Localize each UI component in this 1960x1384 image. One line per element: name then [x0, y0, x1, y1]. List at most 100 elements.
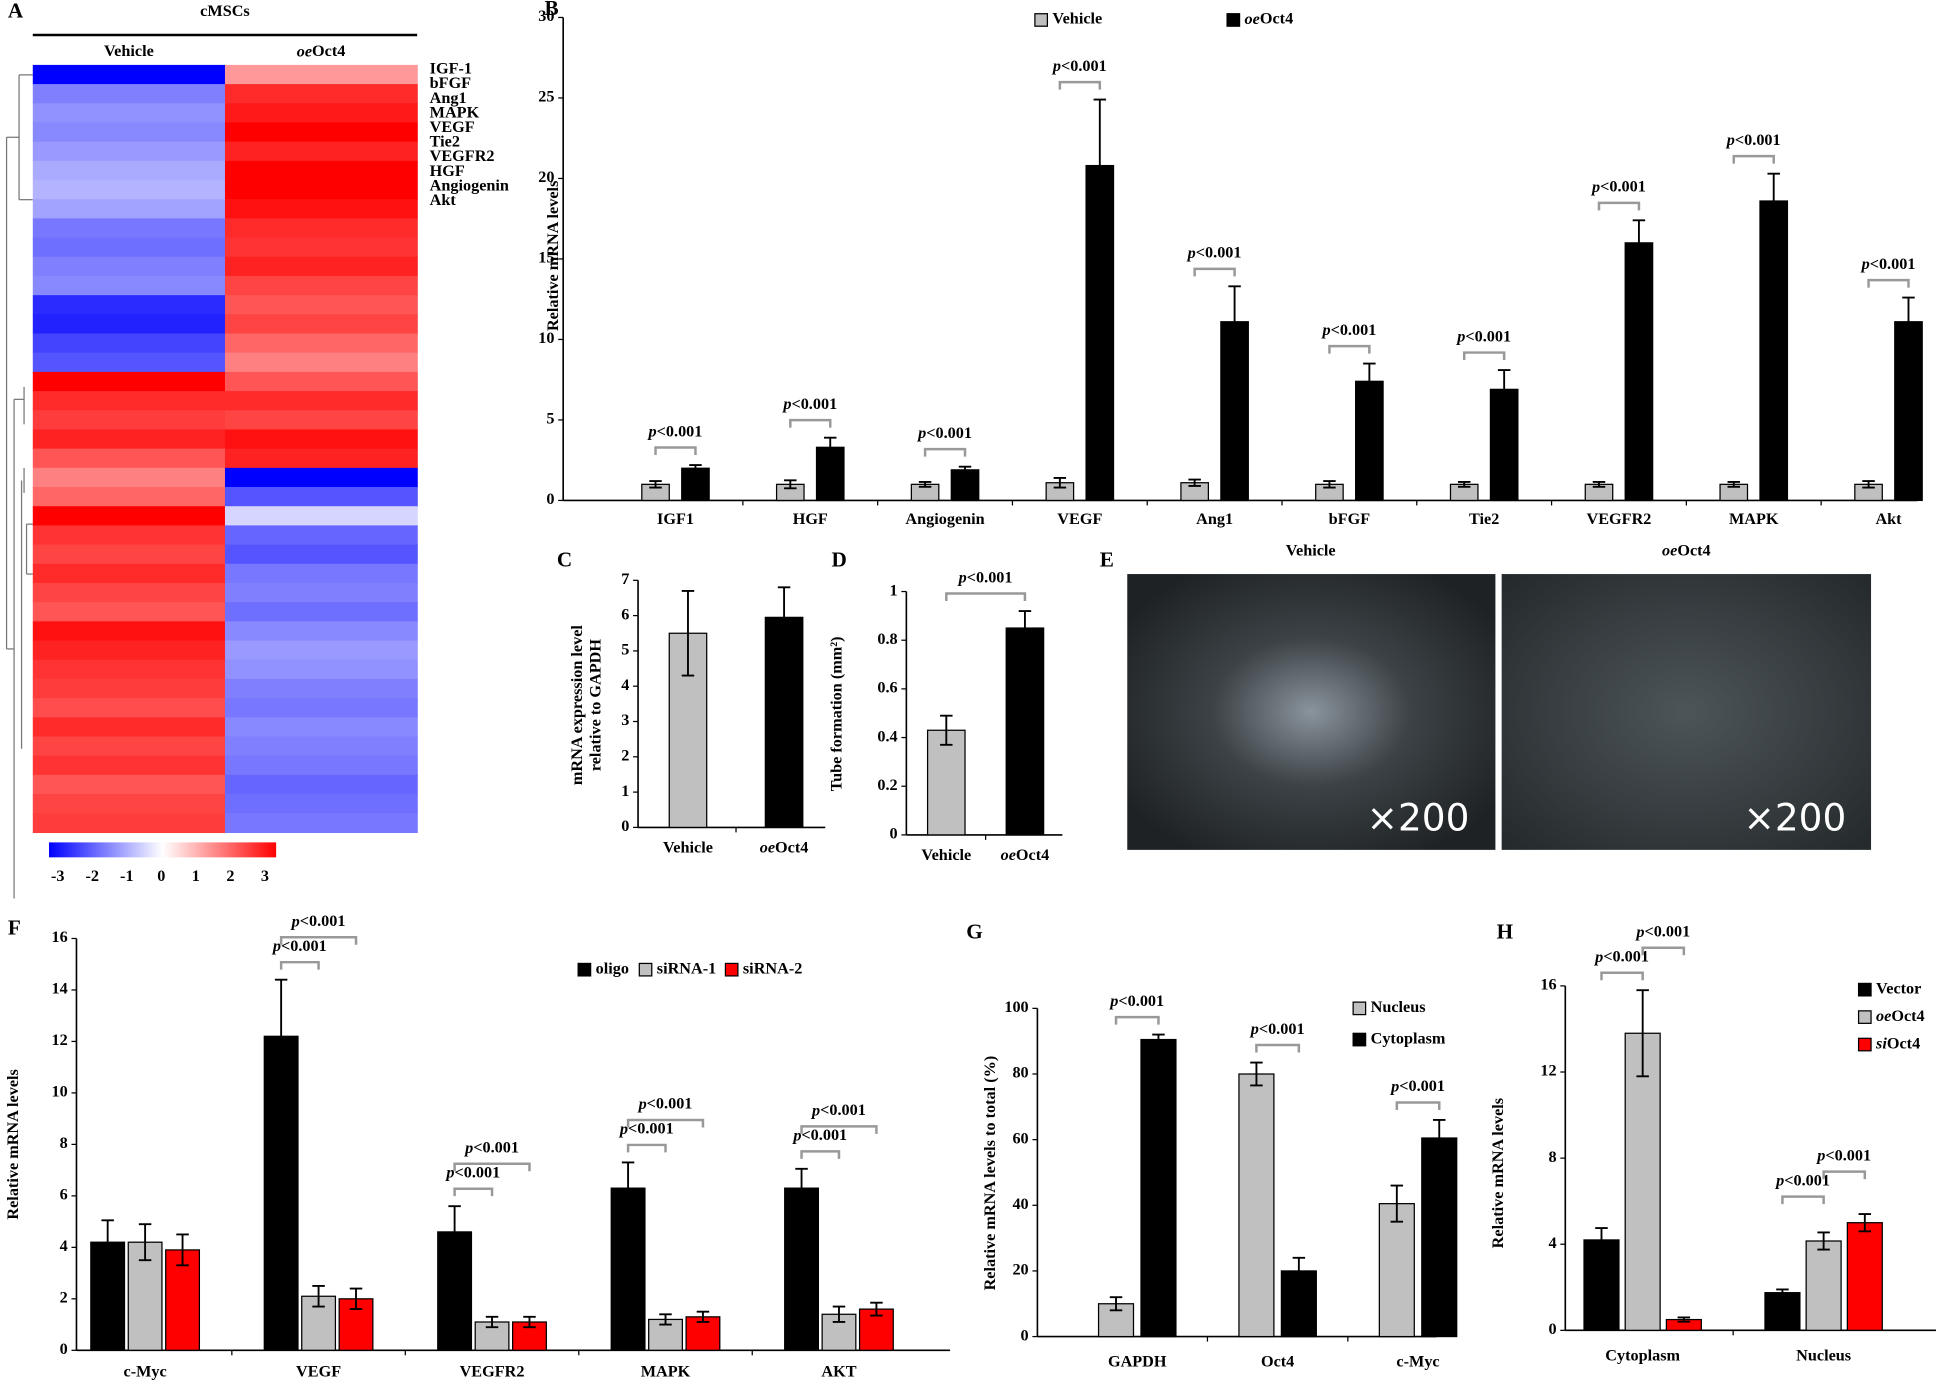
bar	[1378, 1203, 1415, 1338]
x-tick-label: HGF	[793, 510, 828, 528]
error-bar	[1677, 1316, 1691, 1323]
heatmap-cell	[224, 180, 418, 200]
panel-letter: E	[1100, 547, 1114, 571]
heatmap-cell	[32, 813, 226, 834]
y-tick-label: 2	[621, 747, 629, 765]
error-bar	[138, 1223, 152, 1262]
heatmap-cell	[224, 813, 418, 834]
colorbar-tick-label: -3	[51, 867, 65, 885]
heatmap-cell	[224, 218, 418, 239]
panel-letter: F	[8, 916, 21, 940]
heatmap-cell	[224, 391, 418, 411]
x-tick-label: Cytoplasm	[1605, 1346, 1680, 1364]
x-tick-label: Akt	[1875, 510, 1902, 528]
heatmap-cell	[224, 314, 418, 335]
bar	[764, 616, 804, 829]
error-bar	[1858, 1213, 1872, 1233]
error-bar	[1817, 1231, 1830, 1251]
error-bar	[1363, 362, 1376, 400]
y-tick-label: 25	[538, 88, 554, 106]
error-bar	[1109, 1296, 1123, 1312]
heatmap-cell	[224, 199, 418, 220]
heatmap-cell	[32, 180, 226, 200]
error-bar	[1595, 1227, 1608, 1253]
row-label: Angiogenin	[430, 176, 509, 194]
error-bar	[784, 479, 797, 490]
y-tick-label: 1	[621, 782, 629, 800]
error-bar	[1727, 480, 1741, 488]
colorbar-tick-label: 1	[192, 867, 200, 885]
row-label: bFGF	[430, 74, 472, 92]
panel-letter: C	[557, 547, 572, 571]
significance-bracket	[453, 1187, 494, 1197]
colorbar-tick-label: -1	[120, 867, 134, 885]
x-tick-label: AKT	[821, 1362, 856, 1380]
bar	[1583, 1239, 1620, 1331]
error-bar	[1018, 610, 1032, 647]
heatmap-cell	[224, 352, 418, 373]
significance-bracket	[1462, 351, 1506, 361]
heatmap-cell	[32, 371, 226, 392]
heatmap-cell	[32, 103, 226, 124]
y-tick-label: 30	[538, 7, 554, 25]
bar	[784, 1187, 820, 1351]
significance-label: p<0.001	[647, 422, 703, 440]
significance-label: p<0.001	[1455, 327, 1511, 345]
x-tick-label: c-Myc	[1396, 1353, 1439, 1371]
y-tick-label: 8	[1548, 1148, 1556, 1166]
y-tick-label: 2	[60, 1289, 68, 1307]
y-tick-label: 16	[52, 928, 68, 946]
heatmap-cell	[224, 333, 418, 354]
x-tick-label: Nucleus	[1796, 1346, 1851, 1364]
heatmap-cell	[32, 582, 226, 603]
y-tick-label: 100	[1004, 998, 1028, 1016]
image-title: Vehicle	[1286, 541, 1336, 559]
heatmap-cell	[224, 659, 418, 680]
x-tick-label: MAPK	[1729, 510, 1779, 528]
heatmap-cell	[32, 602, 226, 622]
error-bar	[659, 1313, 672, 1326]
bar	[1624, 1032, 1661, 1331]
heatmap-cell	[32, 563, 226, 584]
legend-swatch	[1352, 1032, 1367, 1047]
heatmap-cell	[32, 410, 226, 431]
error-bar	[448, 1205, 461, 1259]
error-bar	[832, 1305, 846, 1323]
legend-swatch	[724, 962, 739, 977]
significance-label: p<0.001	[916, 424, 972, 442]
significance-bracket	[1193, 267, 1236, 277]
y-axis-label: Relative mRNA levels	[1489, 1098, 1507, 1248]
heatmap-cell	[224, 736, 418, 757]
heatmap-cell	[224, 755, 418, 776]
heatmap-cell	[224, 602, 418, 622]
y-tick-label: 10	[538, 329, 554, 347]
y-tick-label: 14	[52, 980, 68, 998]
row-label: Akt	[430, 191, 457, 209]
significance-bracket	[1058, 80, 1102, 90]
colorbar	[49, 842, 277, 858]
significance-bracket	[279, 935, 358, 945]
error-bar	[824, 436, 837, 458]
significance-label: p<0.001	[618, 1120, 674, 1138]
error-bar	[1632, 219, 1646, 267]
heatmap-cell	[32, 218, 226, 239]
significance-bracket	[923, 447, 967, 457]
heatmap-cell	[32, 755, 226, 776]
y-tick-label: 60	[1012, 1129, 1028, 1147]
heatmap-cell	[32, 448, 226, 469]
x-tick-label: Vehicle	[663, 838, 713, 856]
panel-letter: H	[1497, 919, 1514, 943]
error-bar	[918, 480, 932, 488]
heatmap-cell	[32, 794, 226, 814]
heatmap-cell	[32, 774, 226, 795]
significance-bracket	[1395, 1101, 1441, 1110]
bar	[1097, 1303, 1135, 1338]
heatmap-cell	[32, 506, 226, 527]
y-tick-label: 0	[60, 1340, 68, 1358]
y-tick-label: 0	[621, 817, 629, 835]
heatmap-cell	[224, 237, 418, 258]
y-tick-label: 8	[60, 1134, 68, 1152]
column-label: Vehicle	[104, 42, 154, 60]
error-bar	[1902, 296, 1915, 347]
